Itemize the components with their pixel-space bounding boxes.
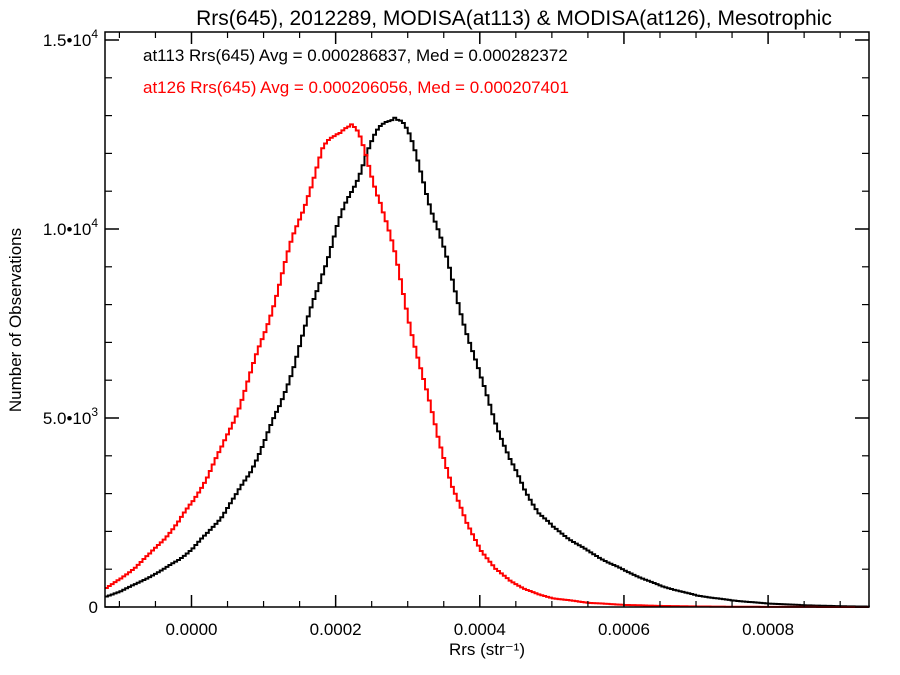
x-tick-label: 0.0008 (742, 620, 794, 639)
chart-title: Rrs(645), 2012289, MODISA(at113) & MODIS… (196, 7, 832, 30)
x-tick-label: 0.0004 (454, 620, 506, 639)
legend-at113: at113 Rrs(645) Avg = 0.000286837, Med = … (143, 46, 568, 65)
series-line-0 (105, 116, 870, 608)
x-tick-label: 0.0006 (598, 620, 650, 639)
y-tick-label: 0 (89, 598, 98, 617)
y-tick-label: 1.0•104 (43, 216, 99, 239)
plot-frame (104, 31, 870, 608)
y-axis-label: Number of Observations (6, 228, 25, 412)
x-tick-label: 0.0000 (165, 620, 217, 639)
y-tick-label: 5.0•103 (43, 405, 99, 428)
legend-at126: at126 Rrs(645) Avg = 0.000206056, Med = … (143, 78, 569, 97)
series-line-1 (105, 123, 869, 608)
x-axis-label: Rrs (str⁻¹) (449, 640, 525, 659)
y-tick-label: 1.5•104 (43, 27, 99, 50)
x-tick-label: 0.0002 (310, 620, 362, 639)
series-layer (105, 116, 870, 608)
ticks-layer: 0.0000 0.0002 0.0004 0.0006 0.0008 0 5.0•103 1.… (43, 27, 869, 639)
